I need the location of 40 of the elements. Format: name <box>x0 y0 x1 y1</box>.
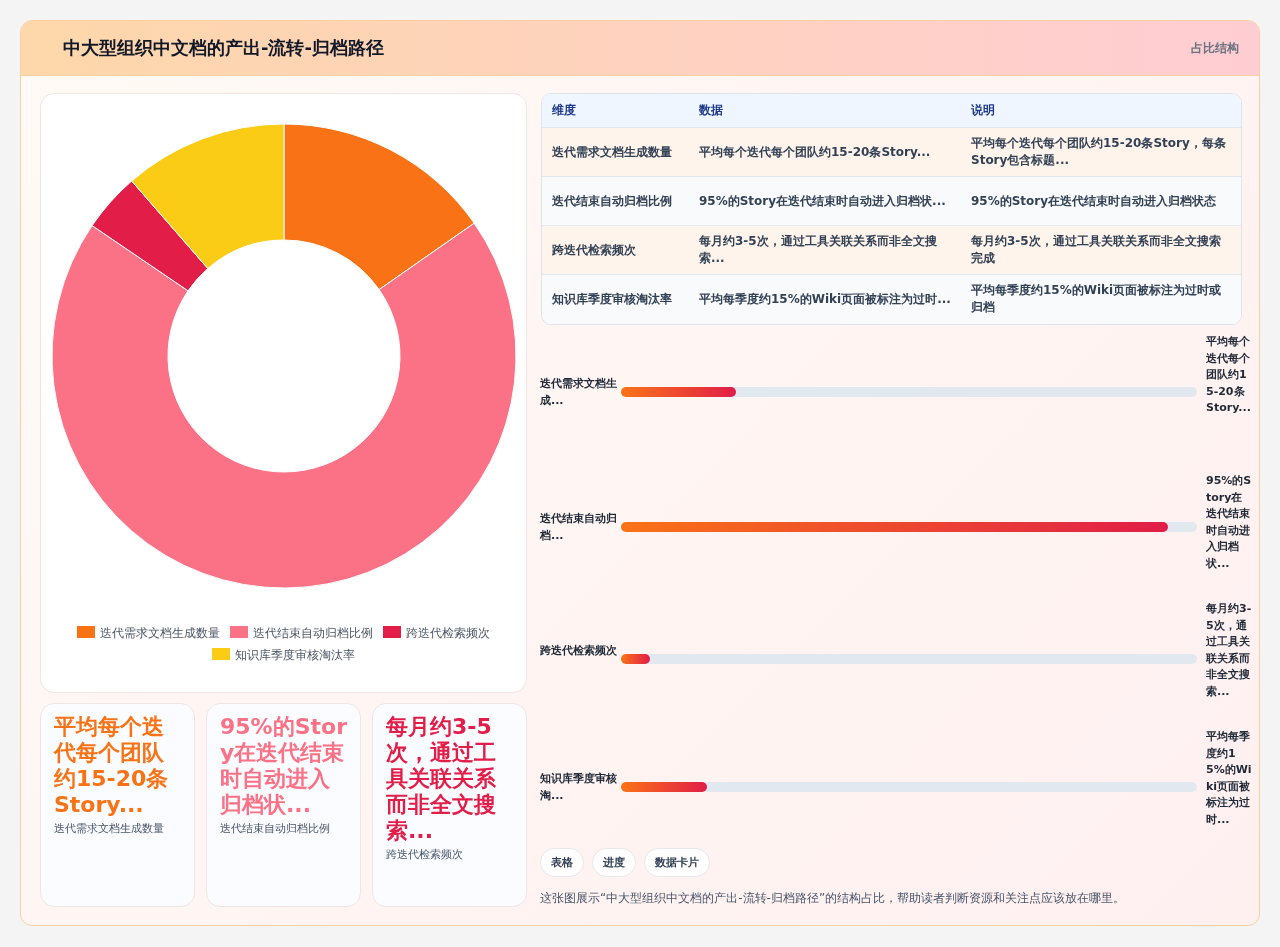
bar <box>621 387 737 397</box>
data-label: 95%的Story在迭代结束时自动进入归档状... <box>1206 473 1252 572</box>
text: 95%的Story在迭代结束时自动进入归档状... <box>689 176 961 226</box>
text: 表格 <box>540 848 584 877</box>
text: 平均每季度约15%的Wiki页面被标注为过时... <box>689 274 961 324</box>
bar <box>621 782 708 792</box>
text: 迭代结束自动归档比例 <box>542 176 689 226</box>
chart-title: 中大型组织中文档的产出-流转-归档路径 <box>63 36 384 60</box>
text: 迭代需求文档生成数量 <box>542 127 689 177</box>
y-tick-label: 迭代需求文档生成... <box>540 376 618 409</box>
text: 平均每个迭代每个团队约15-20条Story... <box>54 714 170 818</box>
legend-label: 迭代结束自动归档比例 <box>253 626 373 640</box>
y-tick-label: 迭代结束自动归档... <box>540 511 618 544</box>
text: 跨迭代检索频次 <box>386 847 464 862</box>
y-tick-label: 跨迭代检索频次 <box>540 643 618 659</box>
text: 进度 <box>592 848 636 877</box>
text: 每月约3-5次，通过工具关联关系而非全文搜索... <box>386 714 497 844</box>
text: 平均每季度约15%的Wiki页面被标注为过时或归档 <box>961 274 1241 324</box>
text: 数据 <box>689 94 961 128</box>
data-label: 平均每个迭代每个团队约15-20条Story... <box>1206 334 1252 416</box>
text: 平均每个迭代每个团队约15-20条Story，每条Story包含标题... <box>961 127 1241 177</box>
legend-label: 知识库季度审核淘汰率 <box>235 648 355 662</box>
legend-label: 跨迭代检索频次 <box>406 626 490 640</box>
text: 95%的Story在迭代结束时自动进入归档状态 <box>961 176 1241 226</box>
text: 占比结构 <box>1190 40 1239 57</box>
text: 每月约3-5次，通过工具关联关系而非全文搜索... <box>689 225 961 275</box>
data-label: 平均每季度约15%的Wiki页面被标注为过时... <box>1206 729 1252 828</box>
text: 这张图展示“中大型组织中文档的产出-流转-归档路径”的结构占比，帮助读者判断资源和关注点应该放在哪里。 <box>540 890 1127 907</box>
text: 维度 <box>542 94 689 128</box>
legend-label: 迭代需求文档生成数量 <box>100 626 220 640</box>
text: 95%的Story在迭代结束时自动进入归档状... <box>220 714 348 818</box>
text: 迭代需求文档生成数量 <box>54 821 165 836</box>
data-label: 每月约3-5次，通过工具关联关系而非全文搜索... <box>1206 601 1252 700</box>
text: 每月约3-5次，通过工具关联关系而非全文搜索完成 <box>961 225 1241 275</box>
text: 迭代结束自动归档比例 <box>220 821 331 836</box>
text: 数据卡片 <box>644 848 710 877</box>
text: 说明 <box>961 94 1241 128</box>
y-tick-label: 知识库季度审核淘... <box>540 771 618 804</box>
text: 平均每个迭代每个团队约15-20条Story... <box>689 127 961 177</box>
text: 知识库季度审核淘汰率 <box>542 274 689 324</box>
